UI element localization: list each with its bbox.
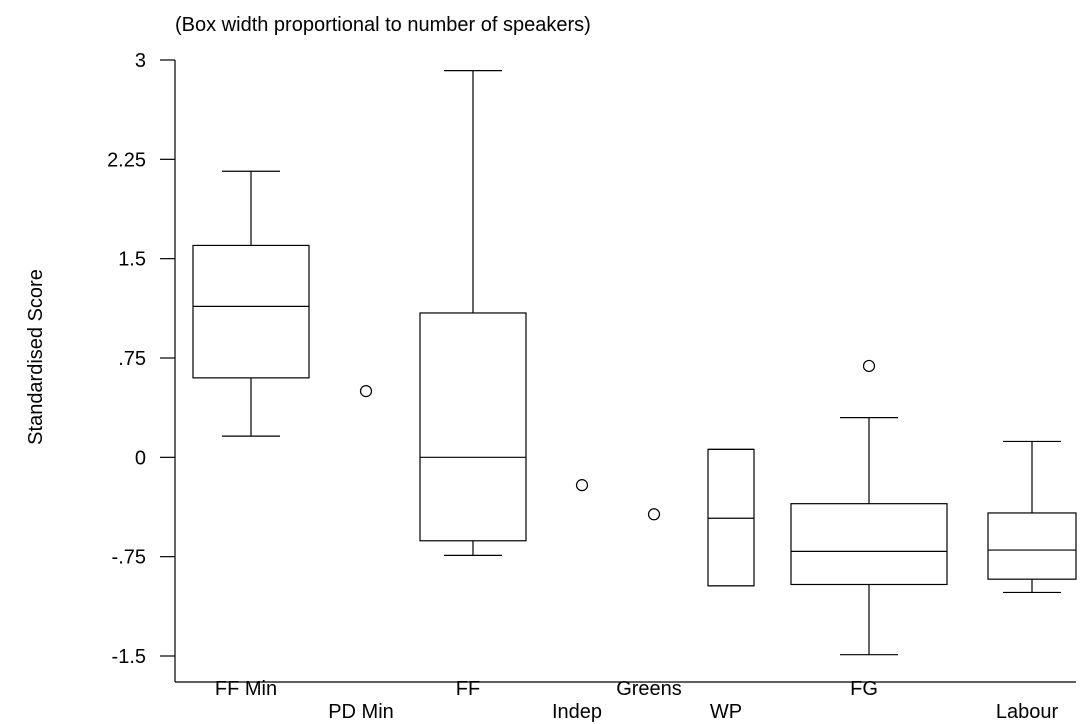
box-ff [419, 69, 527, 556]
category-label: FF [456, 678, 480, 700]
iqr-box [192, 244, 310, 379]
outlier-point [575, 479, 589, 492]
y-tick-label: 3 [135, 50, 146, 72]
category-label: FG [850, 678, 878, 700]
category-label: Greens [616, 678, 682, 700]
chart-subtitle: (Box width proportional to number of spe… [175, 14, 591, 36]
iqr-box [707, 448, 755, 587]
y-tick-label: 2.25 [107, 149, 146, 171]
y-ticks: 3 2.25 1.5 .75 0 -.75 -1.5 [107, 50, 175, 668]
outlier-point [647, 508, 661, 521]
box-ff-min [192, 170, 310, 437]
category-label: FF Min [215, 678, 277, 700]
category-label: PD Min [328, 701, 394, 723]
y-tick-label: 1.5 [118, 249, 146, 271]
category-label: Labour [996, 701, 1059, 723]
outlier-point [359, 385, 373, 398]
box-fg [790, 359, 948, 656]
category-label: Indep [552, 701, 602, 723]
y-tick-label: 0 [135, 447, 146, 469]
x-labels: FF Min PD Min FF Indep Greens WP FG Labour [215, 678, 1059, 723]
box-greens [647, 508, 661, 521]
box-labour [987, 440, 1077, 594]
iqr-box [419, 312, 527, 542]
outlier-point [862, 359, 876, 373]
box-indep [575, 479, 589, 492]
category-label: WP [710, 701, 742, 723]
iqr-box [987, 512, 1077, 580]
box-pd-min [359, 385, 373, 398]
iqr-box [790, 503, 948, 586]
boxes-layer [192, 69, 1077, 656]
box-wp [707, 448, 755, 587]
y-tick-label: -1.5 [112, 646, 146, 668]
y-tick-label: .75 [118, 348, 146, 370]
y-tick-label: -.75 [112, 547, 146, 569]
y-axis-label: Standardised Score [25, 269, 47, 445]
